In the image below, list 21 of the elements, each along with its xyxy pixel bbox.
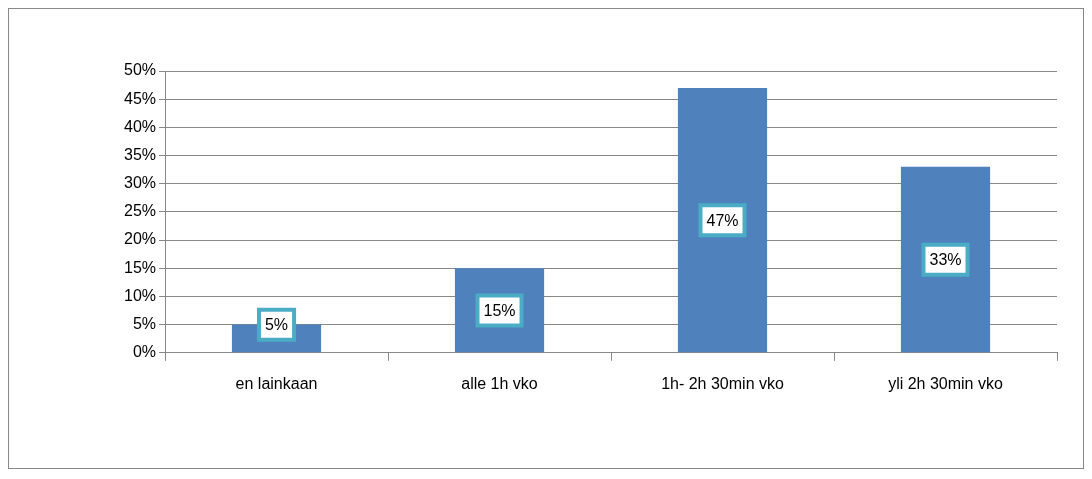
bar <box>677 87 768 353</box>
y-tick-label: 5% <box>132 315 157 333</box>
y-tick-label: 10% <box>123 286 157 304</box>
bar <box>900 166 991 353</box>
x-tick-label: 1h- 2h 30min vko <box>661 374 784 392</box>
x-tick-label: alle 1h vko <box>461 374 538 392</box>
y-tick-label: 25% <box>123 202 157 220</box>
y-tick-label: 35% <box>123 145 157 163</box>
data-label: 5% <box>264 316 289 334</box>
y-tick-label: 15% <box>123 258 157 276</box>
y-tick-label: 45% <box>123 89 157 107</box>
y-tick-label: 50% <box>123 61 157 79</box>
x-tick-label: yli 2h 30min vko <box>888 374 1003 392</box>
data-label: 47% <box>706 211 739 229</box>
data-label: 33% <box>929 251 962 269</box>
y-tick-label: 20% <box>123 230 157 248</box>
data-label: 15% <box>483 301 516 319</box>
y-tick-label: 30% <box>123 174 157 192</box>
x-tick-label: en lainkaan <box>235 374 318 392</box>
y-tick-label: 0% <box>132 343 157 361</box>
y-tick-label: 40% <box>123 117 157 135</box>
